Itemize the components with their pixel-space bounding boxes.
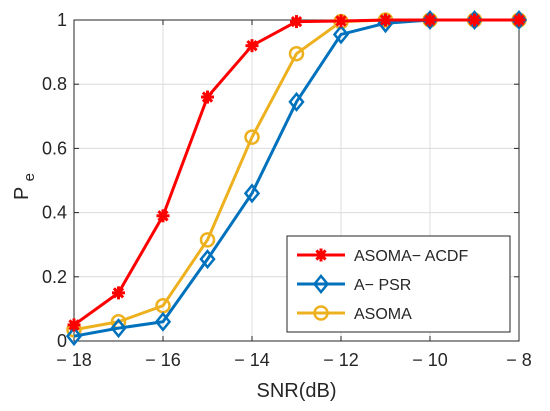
star-marker-stroke [513, 14, 525, 26]
legend-marker [314, 248, 328, 262]
axis-ticks: − 18 − 16 − 14 − 12 − 10 − 8 0 0.2 0.4 0.6 0.8 1 [42, 10, 532, 370]
y-axis-label: P e [11, 173, 38, 200]
star-marker-stroke [246, 40, 258, 52]
star-marker-stroke [201, 91, 214, 103]
legend-marker [313, 305, 329, 321]
y-tick-label: 0.4 [42, 203, 67, 223]
grid-lines [73, 19, 520, 342]
data-point [65, 326, 83, 347]
legend-marker [312, 274, 330, 294]
x-tick-label: − 14 [234, 350, 270, 370]
data-point [110, 318, 127, 339]
legend-entry: A− PSR [297, 274, 411, 294]
data-point [288, 45, 305, 62]
star-marker-stroke [157, 210, 169, 222]
legend-entry: ASOMA− ACDF [297, 248, 468, 265]
star-marker-stroke [290, 15, 303, 28]
y-tick-label: 1 [57, 10, 67, 30]
legend-label: A− PSR [354, 277, 411, 294]
data-point [67, 318, 81, 332]
star-marker-stroke [68, 319, 80, 331]
y-tick-label: 0 [57, 331, 67, 351]
data-point [244, 129, 260, 145]
y-tick-label: 0.2 [42, 267, 67, 287]
data-point [201, 90, 214, 104]
data-point [290, 15, 303, 29]
y-axis-label-subscript: e [21, 173, 38, 181]
data-point [112, 286, 125, 300]
data-point [379, 13, 392, 27]
star-marker-stroke [335, 15, 347, 27]
data-point [199, 249, 216, 270]
data-point [512, 13, 526, 27]
data-series [65, 10, 528, 347]
star-marker-stroke [112, 287, 125, 299]
series-0 [67, 13, 526, 332]
star-marker-stroke [424, 14, 436, 26]
y-axis-label-main: P [11, 187, 33, 200]
y-tick-label: 0.8 [42, 74, 67, 94]
x-tick-label: − 12 [323, 350, 359, 370]
star-marker-stroke [468, 14, 481, 26]
x-axis-label: SNR(dB) [256, 380, 336, 402]
data-point [243, 183, 261, 204]
data-point [334, 14, 348, 28]
star-marker-stroke [315, 249, 327, 261]
legend-label: ASOMA [354, 306, 412, 323]
x-tick-label: − 8 [506, 350, 532, 370]
legend-label: ASOMA− ACDF [354, 248, 468, 265]
data-point [199, 232, 216, 248]
y-tick-label: 0.6 [42, 138, 67, 158]
data-point [332, 24, 350, 45]
data-point [156, 209, 170, 223]
data-point [423, 13, 437, 27]
data-point [288, 91, 305, 112]
star-marker-stroke [379, 14, 392, 26]
legend-entry: ASOMA [297, 305, 412, 323]
data-point [245, 39, 259, 53]
legend: ASOMA− ACDF A− PSR ASOMA [286, 235, 511, 333]
x-tick-label: − 18 [56, 350, 92, 370]
data-point [468, 13, 481, 27]
x-tick-label: − 10 [412, 350, 448, 370]
x-tick-label: − 16 [145, 350, 181, 370]
data-point [154, 311, 172, 332]
